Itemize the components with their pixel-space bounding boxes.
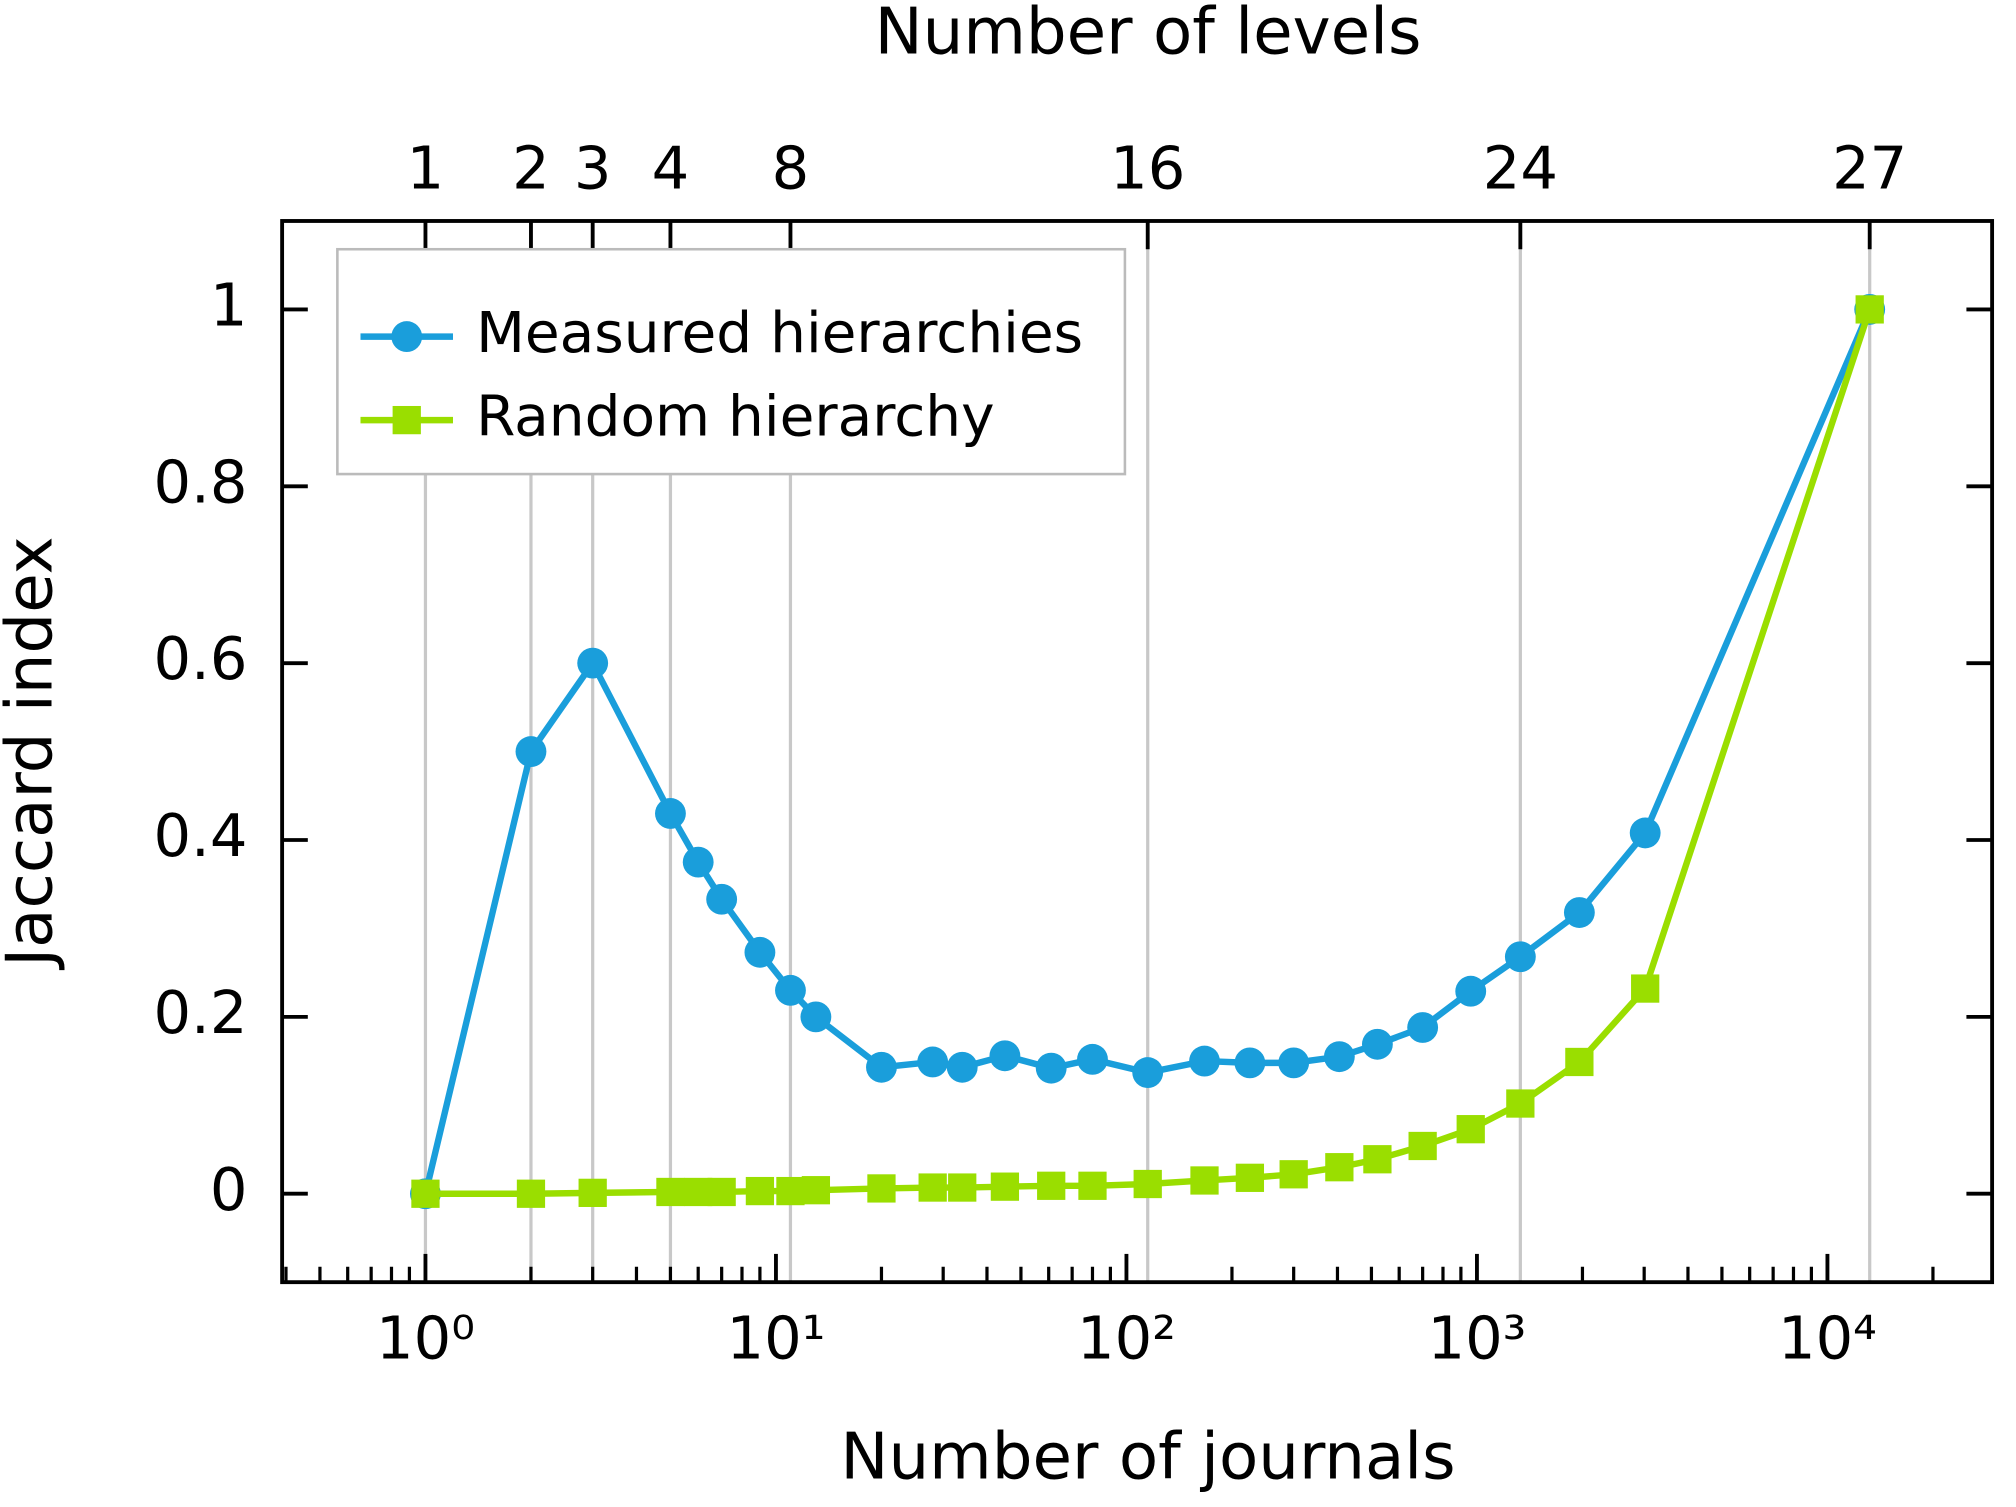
x-tick-label: 10⁰ [376, 1304, 475, 1373]
square-marker [745, 1176, 775, 1206]
circle-marker [946, 1051, 978, 1083]
y-tick-label: 0.6 [153, 624, 247, 693]
square-marker [707, 1177, 736, 1207]
square-marker [1631, 974, 1660, 1003]
y-tick-label: 0.2 [153, 978, 247, 1047]
x2-axis-label: Number of levels [875, 0, 1422, 70]
circle-marker [391, 321, 423, 353]
square-marker [1363, 1145, 1392, 1174]
circle-marker [1189, 1045, 1220, 1077]
circle-marker [1504, 941, 1536, 973]
square-marker [1408, 1131, 1437, 1161]
square-marker [392, 405, 421, 435]
y-tick-label: 0 [210, 1155, 248, 1224]
x2-tick-label: 27 [1832, 133, 1907, 202]
square-marker [1506, 1089, 1535, 1118]
legend: Measured hierarchies Random hierarchy [336, 247, 1127, 476]
y-tick-label: 0.4 [153, 801, 247, 870]
y-tick-label: 0.8 [153, 447, 247, 516]
x2-tick-label: 1 [407, 133, 445, 202]
circle-marker [866, 1051, 897, 1083]
square-marker [1190, 1166, 1219, 1195]
circle-marker [1361, 1028, 1393, 1060]
square-marker [1133, 1169, 1162, 1199]
x-tick-label: 10⁴ [1778, 1304, 1877, 1373]
square-marker [1078, 1171, 1107, 1200]
circle-marker [706, 883, 738, 915]
square-marker [516, 1179, 546, 1208]
circle-marker [744, 936, 776, 968]
legend-label: Random hierarchy [476, 385, 994, 450]
square-marker [801, 1176, 831, 1205]
square-marker [1456, 1115, 1485, 1144]
circle-marker [775, 974, 806, 1006]
square-marker [1235, 1163, 1265, 1192]
legend-box [336, 247, 1127, 476]
y-axis-label: Jaccard index [0, 536, 68, 970]
plot-frame [280, 219, 1995, 1285]
square-marker [1279, 1160, 1308, 1189]
square-marker [1855, 295, 1884, 324]
x2-tick-label: 3 [574, 133, 612, 202]
circle-marker [800, 1001, 832, 1033]
circle-marker [989, 1040, 1021, 1072]
circle-marker [515, 736, 547, 767]
circle-marker [1234, 1047, 1266, 1079]
x-tick-label: 10¹ [727, 1304, 826, 1373]
circle-marker [1132, 1057, 1164, 1089]
circle-marker [1278, 1047, 1310, 1079]
circle-marker [1323, 1041, 1355, 1073]
square-marker [867, 1174, 896, 1203]
x2-tick-label: 4 [652, 133, 690, 202]
circle-marker [917, 1046, 949, 1078]
circle-marker [1629, 817, 1661, 849]
circle-marker [1455, 975, 1487, 1007]
x2-tick-label: 24 [1483, 133, 1558, 202]
circle-marker [1407, 1012, 1439, 1043]
circle-marker [1077, 1043, 1108, 1075]
circle-marker [655, 798, 686, 829]
circle-marker [682, 846, 714, 878]
x2-tick-label: 8 [772, 133, 810, 202]
square-marker [990, 1172, 1020, 1201]
square-marker [776, 1176, 805, 1206]
square-marker [1037, 1171, 1066, 1200]
circle-marker [1563, 897, 1595, 928]
legend-label: Measured hierarchies [476, 301, 1083, 366]
x2-tick-label: 16 [1110, 133, 1185, 202]
square-marker [411, 1179, 440, 1208]
square-marker [948, 1173, 977, 1202]
circle-marker [1035, 1052, 1067, 1084]
y-tick-label: 1 [210, 271, 248, 340]
square-marker [918, 1173, 947, 1202]
x-axis-label: Number of journals [840, 1419, 1455, 1494]
square-marker [1565, 1047, 1594, 1077]
square-marker [656, 1177, 685, 1207]
x-tick-label: 10³ [1428, 1304, 1527, 1373]
square-marker [578, 1178, 607, 1207]
x-tick-label: 10² [1077, 1304, 1176, 1373]
x2-tick-label: 2 [512, 133, 550, 202]
square-marker [1325, 1153, 1354, 1182]
circle-marker [577, 647, 609, 679]
